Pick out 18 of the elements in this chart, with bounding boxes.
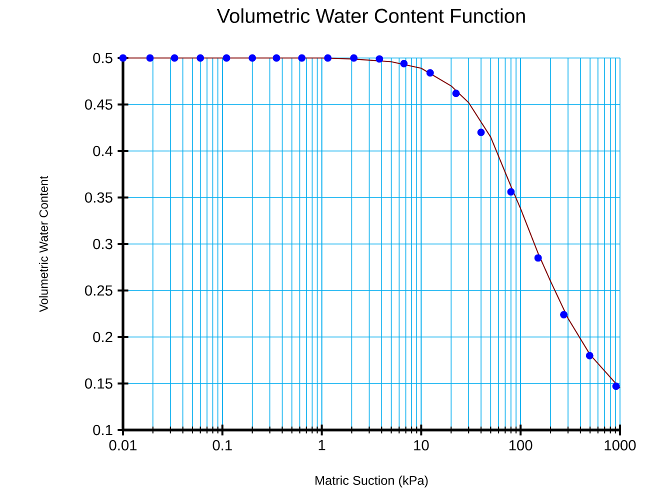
- x-tick-label: 100: [509, 440, 532, 450]
- x-axis-title: Matric Suction (kPa): [316, 476, 428, 488]
- x-tick-label: 10: [414, 440, 429, 450]
- chart-title: Volumetric Water Content Function: [216, 8, 525, 24]
- y-tick-label: 0.15: [84, 378, 112, 389]
- y-tick-label: 0.5: [93, 52, 112, 64]
- x-tick-label: 0.1: [212, 440, 232, 450]
- y-tick-label: 0.2: [93, 332, 112, 342]
- x-tick-label: 1: [318, 440, 326, 450]
- y-tick-label: 0.4: [93, 146, 113, 156]
- y-tick-label: 0.25: [84, 285, 112, 296]
- y-tick-label: 0.45: [84, 99, 112, 110]
- x-tick-label: 0.01: [109, 440, 137, 450]
- y-tick-label: 0.35: [84, 192, 112, 203]
- y-tick-label: 0.3: [93, 238, 112, 250]
- y-axis-title: Volumetric Water Content: [39, 176, 48, 312]
- x-tick-label: 1000: [604, 440, 636, 450]
- y-tick-label: 0.1: [93, 424, 112, 436]
